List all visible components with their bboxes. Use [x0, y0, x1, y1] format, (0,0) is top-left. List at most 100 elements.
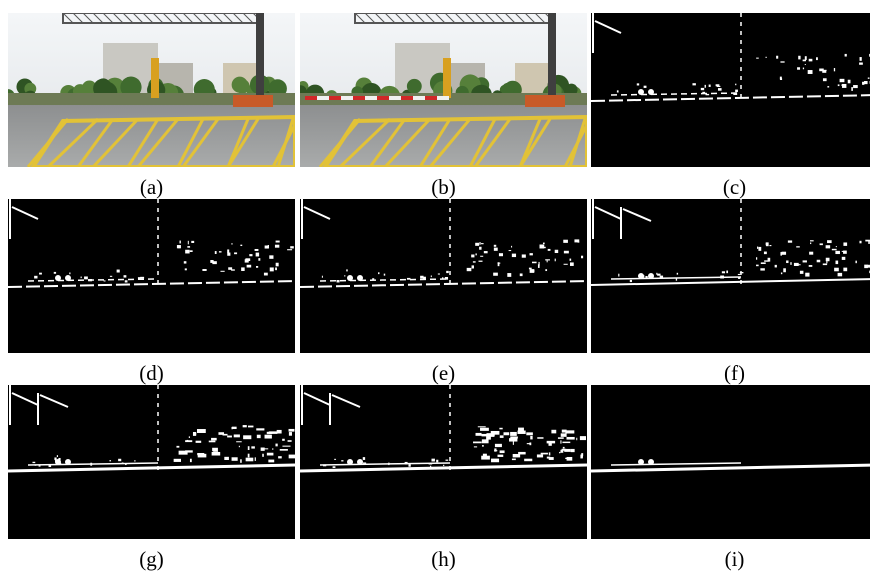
blob — [530, 269, 535, 273]
blob — [826, 261, 827, 263]
blob — [202, 269, 206, 271]
blob — [768, 258, 771, 262]
blob — [473, 442, 482, 444]
blob — [491, 459, 499, 463]
blob — [827, 86, 829, 87]
blob — [758, 247, 761, 251]
blob — [735, 84, 736, 86]
blob — [270, 267, 274, 271]
blob — [538, 262, 539, 266]
blob — [617, 90, 619, 92]
blob — [446, 460, 449, 461]
blob — [472, 265, 474, 268]
blob — [776, 56, 778, 59]
blob — [805, 273, 809, 277]
blob — [256, 253, 259, 257]
blob — [782, 252, 786, 255]
panel-image — [294, 13, 590, 167]
blob — [251, 446, 255, 448]
barrier-arm — [413, 96, 425, 100]
blob — [493, 273, 498, 276]
blob — [282, 446, 290, 447]
blob — [756, 58, 759, 59]
blob — [117, 270, 120, 273]
blob — [499, 428, 502, 430]
blob — [565, 430, 574, 433]
blob — [722, 271, 725, 273]
blob — [334, 459, 336, 460]
blob — [431, 275, 432, 277]
caption: (e) — [432, 361, 455, 385]
tree — [407, 79, 422, 94]
blob — [520, 273, 523, 276]
blob — [333, 466, 336, 468]
blob — [644, 86, 647, 88]
blob — [843, 242, 847, 245]
blob — [817, 260, 821, 263]
blob — [39, 273, 42, 275]
blob — [277, 430, 282, 434]
blob — [580, 436, 586, 440]
blob — [512, 459, 516, 461]
blob — [803, 60, 806, 62]
blob — [843, 251, 847, 254]
blob — [558, 437, 564, 439]
blob — [638, 273, 644, 279]
blob — [190, 459, 192, 462]
caption: (i) — [725, 547, 745, 571]
blob — [545, 259, 550, 260]
blob — [475, 243, 479, 246]
blob — [541, 453, 548, 455]
blob — [518, 428, 524, 432]
blob — [218, 432, 224, 435]
blob — [479, 247, 481, 250]
blob — [509, 250, 512, 251]
blob — [549, 457, 554, 460]
blob — [193, 432, 196, 436]
blob — [545, 269, 547, 271]
blob — [518, 452, 526, 455]
blob — [570, 262, 574, 266]
blob — [513, 441, 514, 445]
blob — [657, 274, 660, 276]
background — [591, 385, 870, 539]
blob — [480, 428, 489, 431]
blob — [800, 271, 804, 274]
blob — [473, 261, 476, 262]
blob — [482, 439, 489, 443]
blob — [341, 460, 343, 461]
blob — [692, 83, 695, 85]
panel-image — [591, 13, 870, 167]
blob — [775, 265, 777, 268]
blob — [864, 81, 868, 84]
blob — [783, 268, 786, 272]
blob — [483, 454, 487, 458]
panel-image — [8, 199, 295, 353]
blob — [529, 268, 532, 270]
blob — [803, 68, 804, 70]
blob — [513, 454, 520, 457]
blob — [560, 440, 561, 443]
blob — [853, 85, 858, 88]
blob — [407, 278, 411, 280]
blob — [548, 249, 551, 251]
blob — [835, 261, 838, 265]
blob — [637, 83, 639, 85]
panel-image — [591, 385, 870, 539]
blob — [555, 259, 556, 262]
blob — [570, 259, 572, 261]
blob — [827, 240, 832, 243]
panel: (c) — [591, 13, 870, 199]
blob — [491, 431, 500, 435]
caption: (h) — [431, 547, 456, 571]
blob — [256, 266, 258, 268]
blob — [500, 450, 505, 453]
blob — [862, 82, 864, 85]
blob — [236, 441, 242, 442]
panel-image — [8, 385, 297, 539]
blob — [543, 243, 545, 245]
barrier-arm — [317, 96, 329, 100]
blob — [860, 57, 862, 61]
blob — [868, 77, 870, 78]
blob — [805, 56, 807, 60]
